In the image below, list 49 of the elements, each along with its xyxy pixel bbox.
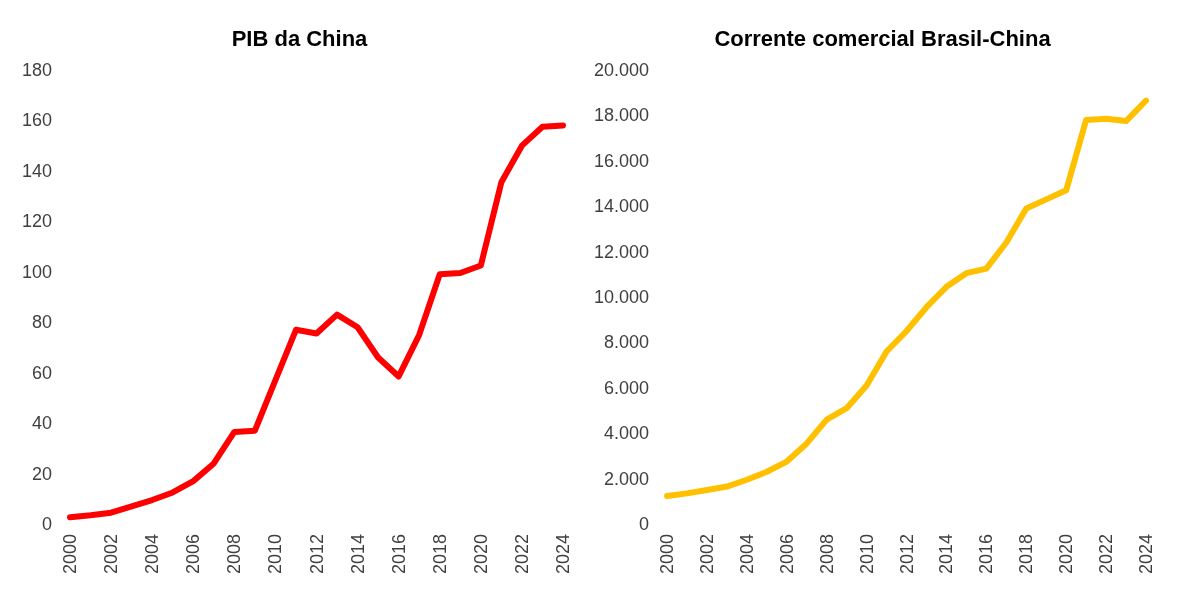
x-tick-label: 2024 [1136,534,1156,575]
y-tick-label: 100 [21,261,52,282]
chart-title: Corrente comercial Brasil-China [714,25,1052,51]
y-tick-label: 20.000 [593,60,650,80]
y-tick-label: 16.000 [593,150,650,171]
y-tick-label: 2.000 [604,468,650,489]
x-tick-label: 2006 [183,534,204,575]
x-tick-label: 2008 [816,534,837,575]
chart-title: PIB da China [231,25,369,51]
x-tick-label: 2022 [511,534,532,575]
y-tick-label: 40 [31,413,52,434]
y-tick-label: 20 [31,463,52,484]
x-tick-label: 2022 [1096,534,1117,575]
y-tick-label: 12.000 [593,241,650,262]
y-tick-label: 160 [21,110,52,131]
y-tick-label: 4.000 [604,423,650,444]
x-tick-label: 2002 [696,534,717,575]
x-tick-label: 2004 [142,534,163,575]
x-tick-label: 2010 [856,534,877,575]
y-tick-label: 8.000 [604,332,650,353]
x-tick-label: 2020 [1056,534,1077,575]
x-tick-label: 2012 [896,534,917,575]
y-tick-label: 10.000 [593,287,650,307]
y-tick-label: 80 [31,312,52,333]
x-tick-label: 2024 [553,534,573,575]
x-tick-label: 2016 [976,534,997,575]
x-tick-label: 2014 [936,534,957,575]
x-tick-label: 2020 [470,534,491,575]
x-tick-label: 2018 [429,534,450,575]
x-tick-label: 2000 [60,534,80,575]
x-tick-label: 2018 [1016,534,1037,575]
y-tick-label: 0 [639,514,650,534]
y-tick-label: 140 [21,160,52,181]
y-tick-label: 180 [21,60,52,80]
y-tick-label: 18.000 [593,105,650,126]
x-tick-label: 2010 [265,534,286,575]
y-tick-label: 120 [21,211,52,232]
x-tick-label: 2006 [776,534,797,575]
y-tick-label: 14.000 [593,196,650,217]
x-tick-label: 2004 [736,534,757,575]
y-tick-label: 0 [41,514,52,534]
y-tick-label: 60 [31,362,52,383]
x-tick-label: 2000 [657,534,678,575]
x-tick-label: 2012 [306,534,327,575]
x-tick-label: 2002 [101,534,122,575]
y-tick-label: 6.000 [604,377,650,398]
x-tick-label: 2016 [388,534,409,575]
x-tick-label: 2008 [224,534,245,575]
x-tick-label: 2014 [347,534,368,575]
